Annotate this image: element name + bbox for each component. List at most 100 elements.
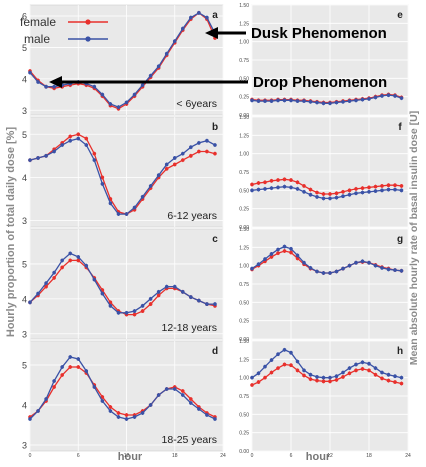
data-point-male-e	[315, 100, 319, 105]
panel-h-letter: h	[397, 346, 403, 357]
panel-f: 0.00 0.25 0.50 0.75 1.00 1.25 1.50 f	[239, 115, 409, 231]
panel-e-ytick-label: 1.00	[239, 40, 249, 46]
data-point-male-f	[373, 189, 378, 193]
data-point-male-g	[328, 271, 332, 275]
data-point-female-h	[399, 381, 404, 386]
panel-f-ytick-label: 0.00	[239, 225, 249, 231]
data-point-male-h	[308, 372, 313, 377]
data-point-male-a	[124, 100, 129, 105]
data-point-male-b	[52, 149, 56, 154]
panel-h-ytick-label: 1.50	[239, 339, 249, 345]
data-point-female-b	[189, 154, 193, 158]
data-point-male-h	[263, 364, 267, 369]
panel-h-ytick-label: 0.25	[239, 431, 249, 437]
data-point-male-h	[334, 374, 339, 379]
data-point-female-f	[341, 190, 345, 194]
panel-c-ytick-label: 4	[22, 294, 27, 304]
data-point-male-c	[100, 291, 105, 296]
data-point-male-d	[84, 369, 89, 373]
panel-a: 3 4 5 6 a < 6years	[22, 4, 224, 116]
data-point-male-g	[380, 266, 384, 270]
panel-d-letter: d	[212, 346, 218, 357]
data-point-male-g	[308, 266, 313, 270]
data-point-male-g	[256, 262, 261, 267]
data-point-male-f	[282, 184, 287, 189]
panel-c: 3 4 5 c 12-18 years	[22, 228, 224, 340]
data-point-female-d	[68, 365, 73, 369]
data-point-male-c	[44, 281, 48, 285]
data-point-female-f	[334, 191, 339, 196]
panel-d-xtick-label: 0	[29, 453, 32, 459]
series-line-female-d	[29, 366, 216, 418]
data-point-male-e	[256, 99, 261, 103]
data-point-male-b	[60, 143, 64, 147]
panel-e-ytick-label: 0.50	[239, 76, 249, 82]
data-point-male-f	[302, 190, 306, 194]
panel-h-ytick-label: 1.00	[239, 376, 249, 382]
panel-d-xtick-label: 6	[77, 453, 80, 459]
panel-b: 3 4 5 b 6-12 years	[22, 116, 224, 228]
data-point-male-f	[367, 190, 371, 194]
panel-h-ytick-label: 1.25	[239, 357, 249, 363]
data-point-male-g	[321, 271, 326, 275]
data-point-male-h	[276, 352, 280, 357]
panel-d-xtick-label: 24	[220, 453, 226, 459]
data-point-male-d	[132, 415, 137, 419]
data-point-male-a	[164, 51, 169, 56]
data-point-female-h	[289, 363, 293, 368]
data-point-male-f	[393, 187, 397, 192]
data-point-female-f	[250, 182, 254, 187]
data-point-male-b	[92, 158, 97, 162]
data-point-male-e	[386, 93, 391, 97]
data-point-female-f	[308, 187, 313, 192]
data-point-male-d	[189, 401, 193, 405]
panel-g-ytick-label: 0.25	[239, 319, 249, 325]
data-point-male-c	[84, 263, 89, 268]
data-point-male-b	[156, 173, 161, 178]
data-point-male-h	[380, 370, 384, 375]
data-point-female-d	[100, 395, 105, 399]
data-point-male-b	[28, 158, 32, 162]
data-point-male-c	[148, 297, 153, 301]
panel-f-ytick-label: 1.50	[239, 115, 249, 121]
data-point-male-b	[108, 201, 113, 206]
data-point-male-e	[334, 100, 339, 105]
data-point-male-d	[76, 357, 81, 361]
data-point-male-b	[124, 212, 129, 216]
data-point-male-a	[100, 92, 105, 97]
data-point-male-f	[341, 194, 345, 198]
panel-f-ytick-label: 0.75	[239, 170, 249, 176]
data-point-male-e	[393, 94, 397, 98]
panel-e: 0.00 0.25 0.50 0.75 1.00 1.25 1.50 e	[239, 3, 409, 119]
data-point-female-f	[360, 186, 365, 190]
data-point-male-a	[52, 84, 56, 89]
data-point-male-d	[197, 407, 201, 411]
data-point-male-b	[180, 151, 185, 156]
data-point-male-e	[373, 95, 378, 100]
data-point-male-b	[148, 184, 153, 188]
data-point-female-h	[380, 376, 384, 381]
data-point-male-h	[302, 368, 306, 373]
data-point-male-d	[164, 387, 169, 391]
legend-female-marker	[85, 19, 91, 25]
data-point-male-h	[328, 375, 332, 380]
data-point-male-c	[156, 290, 161, 294]
data-point-female-h	[282, 362, 287, 367]
data-point-male-g	[386, 267, 391, 272]
data-point-male-e	[276, 98, 280, 103]
data-point-female-h	[302, 373, 306, 378]
data-point-male-c	[28, 300, 32, 305]
data-point-female-h	[360, 367, 365, 371]
data-point-male-d	[28, 417, 32, 421]
data-point-female-f	[354, 187, 358, 191]
panel-g-ytick-label: 0.75	[239, 282, 249, 288]
data-point-female-d	[60, 373, 64, 377]
data-point-female-d	[116, 411, 121, 415]
data-point-male-b	[100, 182, 105, 186]
panel-c-ytick-label: 5	[22, 259, 27, 269]
data-point-male-a	[189, 15, 193, 20]
panel-g-letter: g	[397, 234, 403, 245]
data-point-male-b	[44, 154, 48, 158]
data-point-female-h	[295, 368, 300, 373]
data-point-male-c	[68, 251, 73, 256]
